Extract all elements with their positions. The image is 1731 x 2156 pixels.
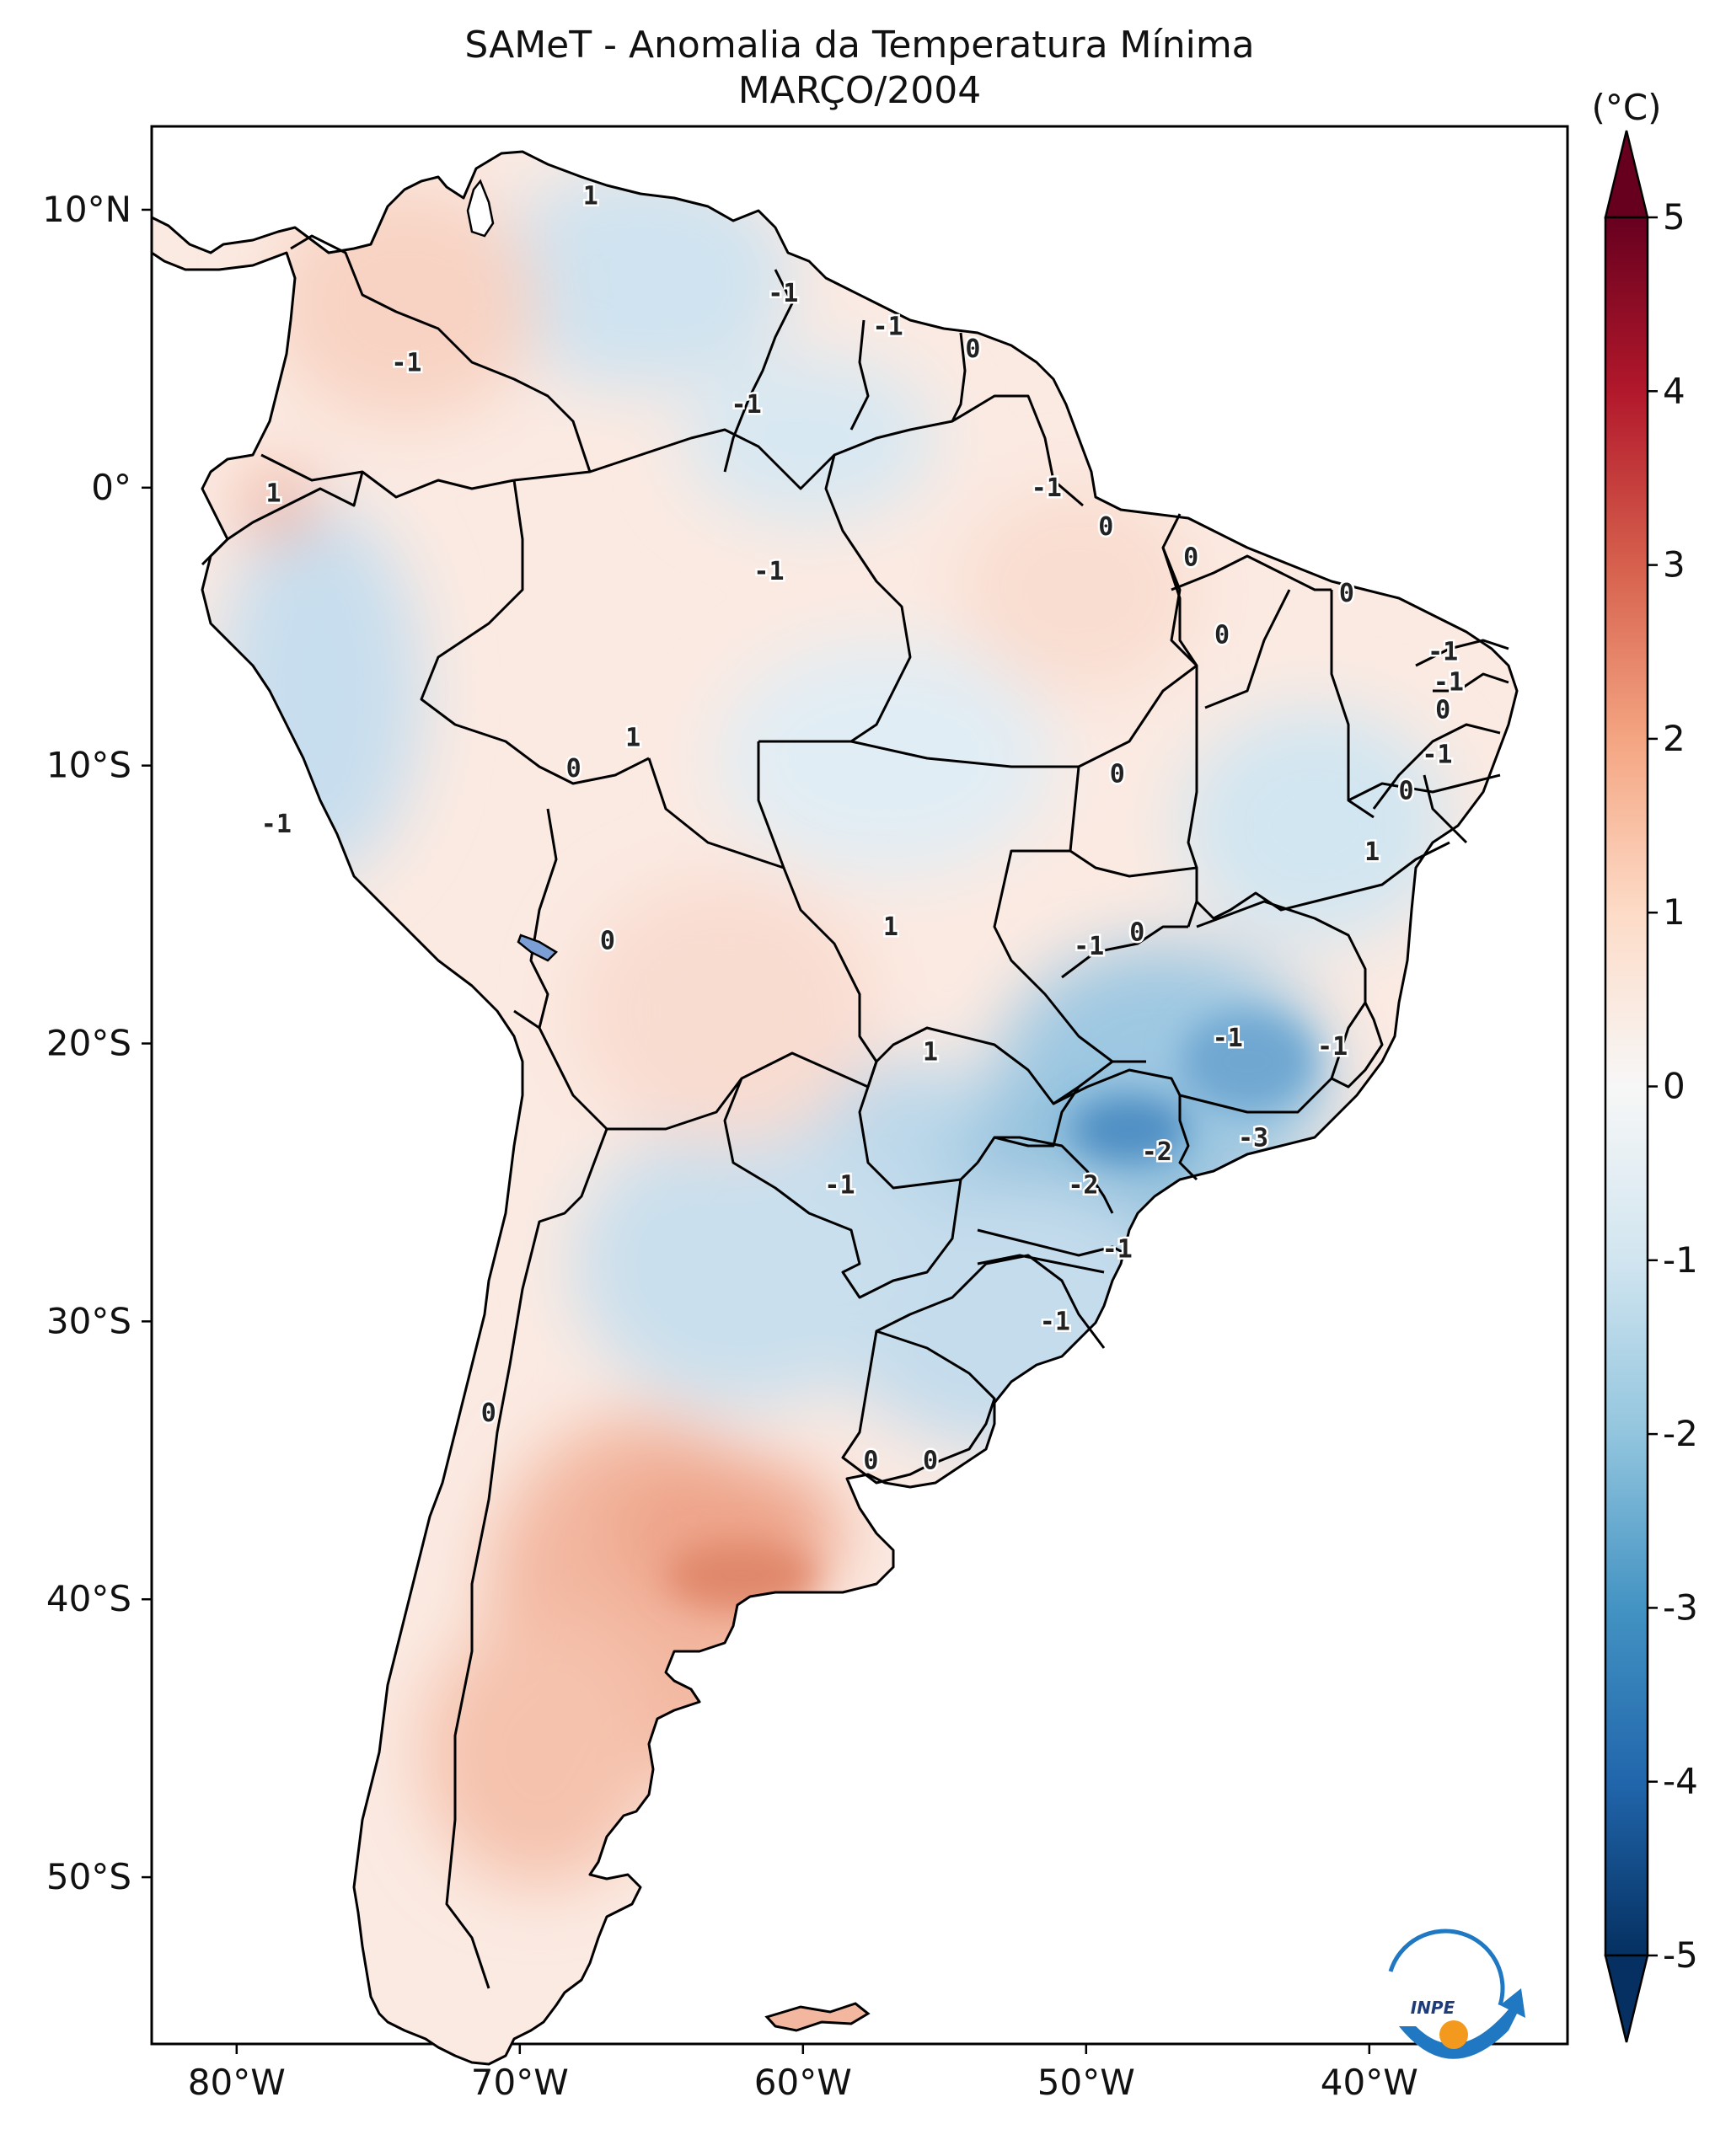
x-tick-label: 40°W — [1321, 2062, 1418, 2103]
colorbar-unit: (°C) — [1591, 87, 1661, 128]
contour-label: 0 — [863, 1446, 878, 1475]
colorbar-tick-label: -1 — [1663, 1239, 1698, 1281]
contour-label: -1 — [1434, 668, 1464, 698]
cold-core-minas — [1180, 1011, 1315, 1112]
contour-label: -1 — [1040, 1307, 1070, 1336]
y-tick-label: 40°S — [46, 1578, 131, 1619]
x-tick-label: 50°W — [1037, 2062, 1135, 2103]
contour-label: 0 — [1110, 760, 1125, 789]
y-tick-label: 30°S — [46, 1300, 131, 1341]
cold-anomaly-bahia — [1180, 708, 1450, 944]
contour-label: 0 — [481, 1399, 496, 1428]
colorbar-gradient — [1604, 216, 1649, 1957]
political-borders — [201, 234, 1509, 1989]
contour-label: 0 — [965, 334, 980, 364]
contour-label: 0 — [1339, 579, 1354, 608]
contour-label: -1 — [1422, 740, 1452, 769]
cold-anomaly-venezuela — [489, 169, 792, 388]
cold-core-sao-paulo — [1070, 1095, 1188, 1163]
warm-anomaly-bolivia — [573, 876, 876, 1146]
logo-orbit — [1388, 1929, 1505, 2006]
y-tick-label: 10°N — [42, 189, 131, 230]
contour-label: -1 — [1032, 473, 1062, 503]
colorbar-tick-label: 5 — [1663, 196, 1685, 238]
logo-text: INPE — [1411, 1998, 1455, 2018]
contour-label: 1 — [883, 912, 898, 942]
contour-label: 0 — [1129, 918, 1144, 948]
colorbar-tick-label: -3 — [1663, 1586, 1698, 1628]
cold-anomaly-mato-grosso — [716, 640, 1053, 876]
colorbar-tick-label: 1 — [1663, 891, 1685, 933]
contour-label: 1 — [583, 181, 598, 211]
cold-anomaly-guyana — [683, 354, 935, 522]
contour-label: -1 — [391, 348, 421, 377]
y-tick-label: 10°S — [46, 745, 131, 786]
cold-anomaly-paraguay — [573, 1121, 910, 1407]
falkland-islands — [764, 2002, 871, 2032]
continent-outline — [150, 150, 1519, 2066]
contour-label: 0 — [1183, 543, 1198, 572]
contour-label: -1 — [1102, 1235, 1133, 1265]
y-tick-label: 0° — [91, 467, 131, 508]
contour-label: 0 — [1435, 696, 1450, 725]
inpe-logo: INPE — [1388, 1929, 1525, 2059]
y-tick-label: 50°S — [46, 1856, 131, 1897]
axis-ticks: 80°W 70°W 60°W 50°W 40°W 10°N 0° 10°S 20°S 30°S 40… — [42, 189, 1418, 2103]
contour-label: 0 — [1098, 512, 1113, 542]
warm-anomaly-ecuador — [244, 472, 312, 539]
contour-label: -1 — [824, 1171, 855, 1201]
colorbar-tick-label: 3 — [1663, 544, 1685, 586]
colorbar-tick-label: 4 — [1663, 370, 1685, 411]
contour-label: -1 — [1317, 1032, 1348, 1062]
x-tick-label: 60°W — [754, 2062, 852, 2103]
contour-label: -2 — [1068, 1171, 1098, 1201]
logo-arrow — [1399, 1988, 1525, 2059]
contour-label: 1 — [625, 724, 640, 753]
lake-titicaca — [517, 934, 559, 962]
warm-anomaly-patagonia — [421, 1618, 657, 1887]
lake-maracaibo — [466, 179, 495, 238]
contour-label: -1 — [768, 279, 798, 308]
contour-label: -1 — [753, 557, 784, 586]
colorbar-tick-label: -4 — [1663, 1761, 1698, 1802]
x-tick-label: 80°W — [188, 2062, 286, 2103]
logo-sun — [1439, 2020, 1468, 2049]
contour-label: 0 — [1398, 776, 1413, 805]
contour-label: -1 — [873, 312, 903, 341]
colorbar-tick-label: 2 — [1663, 718, 1685, 759]
contour-label: -1 — [1074, 932, 1104, 961]
contour-label: -1 — [261, 810, 292, 839]
colorbar-extend-bottom — [1604, 1954, 1649, 2043]
y-tick-label: 20°S — [46, 1023, 131, 1064]
contour-label: -2 — [1142, 1137, 1172, 1167]
contour-label: 0 — [1214, 621, 1230, 650]
colorbar: (°C) 5 4 3 2 1 0 -1 -2 -3 -4 -5 — [1591, 87, 1698, 2043]
chart-title: SAMeT - Anomalia da Temperatura Mínima — [464, 24, 1255, 67]
warm-anomaly-para — [961, 489, 1197, 691]
contour-label: 1 — [265, 479, 281, 508]
contour-label: -1 — [1213, 1024, 1243, 1053]
x-tick-label: 70°W — [471, 2062, 569, 2103]
contour-label: 0 — [923, 1446, 938, 1475]
colorbar-extend-top — [1604, 130, 1649, 219]
contour-label: 1 — [923, 1037, 938, 1067]
contour-label: -1 — [732, 390, 762, 420]
contour-label: -1 — [1428, 637, 1458, 666]
contour-label: 0 — [566, 754, 581, 784]
colorbar-tick-label: -5 — [1663, 1934, 1698, 1976]
contour-label: 0 — [600, 926, 615, 955]
chart-subtitle: MARÇO/2004 — [737, 69, 982, 112]
contour-label: 1 — [1364, 837, 1380, 867]
colorbar-tick-label: -2 — [1663, 1413, 1698, 1454]
colorbar-tick-label: 0 — [1663, 1066, 1685, 1107]
contour-label: -3 — [1238, 1124, 1268, 1153]
